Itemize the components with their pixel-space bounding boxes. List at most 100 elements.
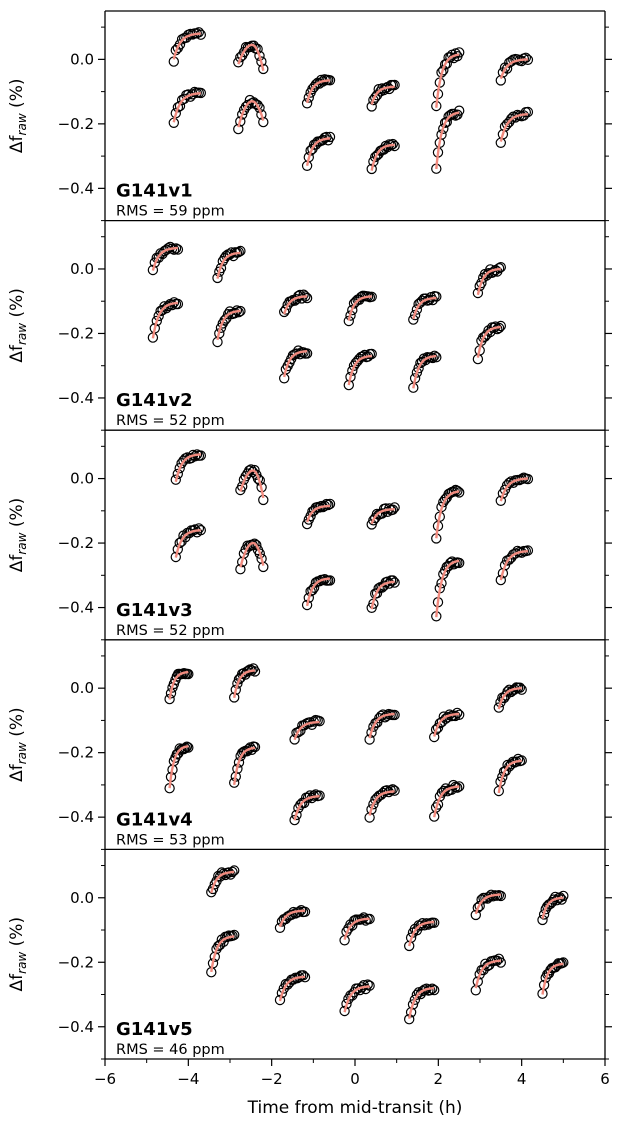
data-point bbox=[254, 548, 265, 559]
model-curve bbox=[151, 301, 179, 339]
data-point bbox=[497, 129, 509, 140]
x-tick-label: 0 bbox=[350, 1070, 360, 1088]
orbit-group bbox=[206, 929, 240, 978]
model-curve bbox=[370, 85, 395, 105]
x-tick-label: 6 bbox=[600, 1070, 610, 1088]
data-point bbox=[374, 713, 385, 724]
model-curve bbox=[174, 529, 201, 558]
data-point bbox=[452, 485, 463, 497]
data-point bbox=[420, 354, 431, 366]
data-point bbox=[371, 588, 383, 599]
y-tick-label: 0.0 bbox=[70, 889, 94, 907]
y-axis-title-sub: raw bbox=[15, 952, 29, 974]
data-point bbox=[493, 702, 504, 713]
data-point bbox=[231, 305, 243, 316]
orbit-group bbox=[429, 707, 465, 743]
panel-rms-label: RMS = 53 ppm bbox=[116, 832, 225, 848]
model-curve bbox=[368, 790, 395, 816]
panel-rms-label: RMS = 52 ppm bbox=[116, 623, 225, 639]
data-point bbox=[297, 970, 309, 981]
orbit-group bbox=[472, 262, 506, 299]
orbit-group bbox=[404, 983, 440, 1025]
orbit-group bbox=[289, 789, 325, 826]
data-point bbox=[227, 930, 238, 942]
panel-G141v4: 0.0 −0.2 −0.4 Δfraw (%) G141v4 RMS = 53 ppm bbox=[7, 639, 612, 851]
y-axis-title-main: Δf bbox=[7, 134, 27, 153]
y-axis-title-sub: raw bbox=[15, 323, 29, 345]
model-curve bbox=[499, 113, 528, 142]
model-curve bbox=[541, 896, 564, 919]
model-curve bbox=[237, 100, 265, 128]
data-point bbox=[298, 289, 309, 300]
model-curve bbox=[435, 111, 460, 170]
data-point bbox=[249, 741, 261, 753]
model-curve bbox=[476, 267, 501, 296]
data-point bbox=[411, 989, 423, 1001]
data-point bbox=[502, 759, 513, 771]
data-point bbox=[274, 994, 286, 1006]
orbit-group bbox=[279, 345, 313, 384]
data-point bbox=[193, 523, 205, 534]
orbit-group bbox=[301, 74, 336, 109]
orbit-group bbox=[431, 105, 465, 174]
panel-name-label: G141v3 bbox=[116, 600, 193, 621]
data-point bbox=[407, 999, 419, 1010]
orbit-group bbox=[289, 714, 325, 745]
data-point bbox=[476, 277, 487, 289]
y-axis-title-unit: (%) bbox=[7, 498, 27, 533]
data-point bbox=[364, 980, 375, 991]
y-axis-title-unit: (%) bbox=[7, 707, 27, 742]
data-point bbox=[478, 964, 489, 976]
data-point bbox=[236, 747, 248, 759]
orbit-group bbox=[233, 94, 269, 135]
data-point bbox=[371, 89, 383, 101]
data-point bbox=[310, 789, 321, 800]
panel-G141v5: 0.0 −0.2 −0.4 Δfraw (%) G141v5 RMS = 46 ppm bbox=[7, 849, 612, 1060]
y-axis-title-main: Δf bbox=[7, 554, 27, 573]
orbit-group bbox=[339, 979, 375, 1017]
model-curve bbox=[408, 920, 435, 947]
data-point bbox=[472, 287, 484, 299]
orbit-group bbox=[170, 449, 206, 485]
data-point bbox=[323, 499, 334, 511]
model-curve bbox=[237, 43, 265, 71]
data-point bbox=[522, 106, 534, 118]
data-point bbox=[308, 582, 320, 593]
orbit-group bbox=[495, 106, 534, 148]
panel-name-label: G141v5 bbox=[116, 1019, 193, 1040]
model-curve bbox=[347, 354, 372, 386]
data-point bbox=[520, 52, 532, 64]
data-point bbox=[293, 802, 304, 814]
data-point bbox=[362, 979, 373, 990]
model-curve bbox=[497, 759, 522, 794]
data-point bbox=[558, 957, 569, 968]
orbit-group bbox=[206, 865, 240, 898]
data-point bbox=[347, 304, 358, 316]
orbit-group bbox=[212, 305, 246, 348]
data-point bbox=[439, 494, 451, 505]
orbit-group bbox=[343, 348, 377, 391]
y-axis-title-sub: raw bbox=[15, 742, 29, 764]
data-point bbox=[498, 766, 510, 777]
data-point bbox=[301, 292, 313, 304]
orbit-group bbox=[493, 753, 527, 797]
orbit-group bbox=[339, 912, 375, 946]
x-axis: −6 −4 −2 0 2 4 6 bbox=[94, 1059, 610, 1088]
data-point bbox=[159, 301, 170, 312]
data-point bbox=[438, 785, 449, 797]
model-curve bbox=[216, 309, 241, 341]
data-point bbox=[151, 315, 162, 327]
orbit-group bbox=[366, 138, 400, 175]
orbit-group bbox=[168, 86, 206, 129]
x-tick-label: −6 bbox=[94, 1070, 116, 1088]
model-curve bbox=[433, 712, 460, 737]
data-point bbox=[183, 668, 194, 680]
data-point bbox=[404, 940, 415, 952]
y-axis-title-sub: raw bbox=[15, 532, 29, 554]
model-curve bbox=[412, 296, 437, 320]
data-point bbox=[170, 474, 181, 485]
y-axis-title: Δfraw (%) bbox=[7, 498, 29, 573]
data-point bbox=[484, 891, 495, 902]
data-point bbox=[299, 797, 310, 809]
